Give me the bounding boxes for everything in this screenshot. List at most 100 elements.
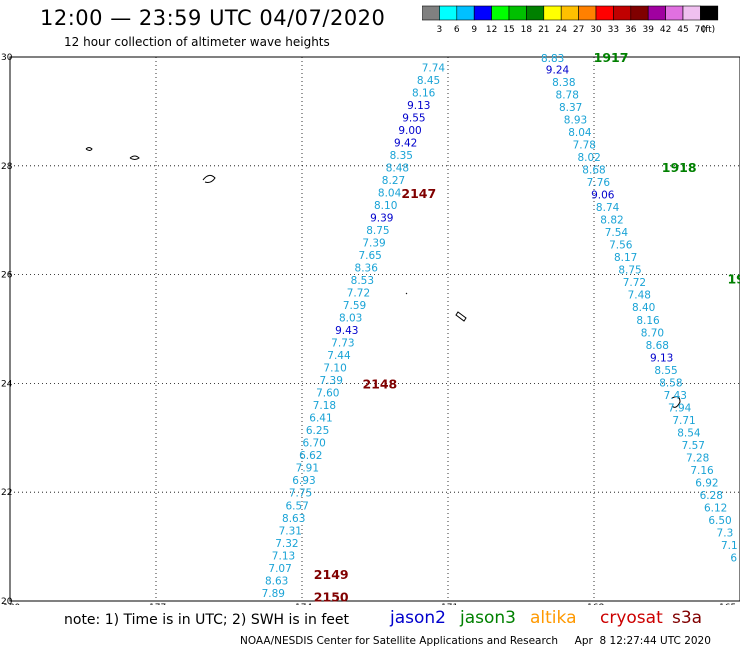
wave-height-label: 7.89 — [262, 588, 285, 600]
colorbar-tick-label: 24 — [555, 25, 567, 35]
wave-height-label: 7.28 — [686, 452, 709, 464]
colorbar-tick-label: 15 — [503, 25, 514, 35]
colorbar-tick-label: 33 — [608, 25, 619, 35]
colorbar-unit: (ft) — [702, 25, 716, 35]
wave-height-label: 8.83 — [541, 53, 564, 65]
satellite-label-jason3: jason3 — [460, 608, 516, 628]
wave-height-label: 8.93 — [564, 115, 587, 127]
satellite-label-cryosat: cryosat — [600, 608, 663, 628]
wave-height-map: -180 -177 -174 -171 -168 -165 20 22 24 26 28 30 7.74… — [0, 50, 740, 605]
wave-height-label: 9.06 — [591, 190, 615, 202]
wave-height-label: 8.17 — [614, 252, 637, 264]
wave-height-label: 7.65 — [358, 250, 381, 262]
wave-height-label: 8.02 — [577, 152, 600, 164]
colorbar-tick-label: 6 — [454, 25, 460, 35]
wave-height-label: 6.93 — [292, 475, 315, 487]
colorbar-tick-label: 30 — [590, 25, 602, 35]
wave-height-label: 7.39 — [320, 375, 343, 387]
wave-height-label: 7.71 — [672, 415, 695, 427]
x-tick-label: -180 — [0, 603, 20, 605]
island-outline — [455, 311, 467, 322]
wave-height-label: 7.78 — [573, 140, 596, 152]
y-tick-label: 20 — [1, 597, 13, 605]
pass-time-label: 2147 — [401, 186, 436, 201]
wave-height-label: 6.92 — [695, 477, 718, 489]
wave-height-label: 7.3 — [717, 527, 734, 539]
wave-height-label: 6.50 — [708, 515, 731, 527]
wave-height-label: 7.48 — [628, 290, 651, 302]
wave-height-label: 7.72 — [623, 277, 646, 289]
pass-time-label: 2150 — [314, 590, 349, 605]
credit-line: NOAA/NESDIS Center for Satellite Applica… — [240, 635, 711, 647]
wave-height-label: 9.55 — [402, 112, 425, 124]
island-outline — [85, 147, 93, 151]
wave-height-label: 7.75 — [289, 488, 312, 500]
chart-title: 12:00 — 23:59 UTC 04/07/2020 — [40, 6, 386, 30]
wave-height-label: 8.27 — [382, 175, 405, 187]
colorbar-tick-label: 18 — [521, 25, 533, 35]
colorbar-tick-label: 42 — [660, 25, 671, 35]
wave-height-label: 7.10 — [323, 363, 346, 375]
footer-note: note: 1) Time is in UTC; 2) SWH is in fe… — [64, 612, 350, 628]
colorbar-swatch — [700, 5, 719, 21]
x-tick-label: -177 — [146, 603, 166, 605]
wave-height-label: 8.36 — [355, 263, 379, 275]
colorbar-tick-label: 12 — [486, 25, 497, 35]
y-tick-label: 30 — [1, 53, 13, 63]
wave-height-label: 7.60 — [316, 388, 339, 400]
wave-height-label: 6.70 — [302, 438, 325, 450]
island-outline — [405, 292, 408, 295]
island-outline — [202, 174, 216, 183]
wave-height-label: 9.43 — [335, 325, 358, 337]
wave-height-label: 8.04 — [568, 127, 592, 139]
wave-height-label: 8.82 — [600, 215, 623, 227]
wave-height-label: 7.74 — [422, 62, 446, 74]
wave-height-label: 6.62 — [299, 450, 322, 462]
colorbar-tick-label: 45 — [677, 25, 688, 35]
wave-height-label: 9.42 — [394, 137, 417, 149]
pass-time-label: 1919 — [727, 271, 740, 286]
wave-height-label: 8.38 — [552, 77, 575, 89]
island-outline — [129, 155, 140, 160]
wave-height-label: 7.56 — [609, 240, 633, 252]
wave-height-label: 8.78 — [556, 90, 579, 102]
colorbar-tick-label: 21 — [538, 25, 549, 35]
wave-height-label: 8.48 — [386, 162, 409, 174]
wave-height-label: 7.13 — [272, 550, 295, 562]
wave-height-label: 6.12 — [704, 502, 727, 514]
wave-height-label: 7.73 — [331, 338, 354, 350]
island-outline — [671, 396, 681, 408]
colorbar-tick-label: 27 — [573, 25, 584, 35]
wave-height-label: 8.63 — [265, 575, 288, 587]
wave-height-label: 7.94 — [668, 402, 692, 414]
wave-height-label: 9.13 — [407, 100, 430, 112]
pass-time-label: 1917 — [594, 50, 629, 65]
wave-height-label: 7.76 — [587, 177, 611, 189]
pass-time-label: 2148 — [362, 376, 397, 391]
wave-height-label: 8.03 — [339, 313, 362, 325]
wave-height-label: 7.31 — [279, 525, 302, 537]
wave-height-label: 6.57 — [285, 500, 308, 512]
wave-height-label: 8.68 — [582, 165, 605, 177]
wave-height-label: 8.75 — [366, 225, 389, 237]
y-tick-label: 28 — [1, 162, 13, 172]
wave-height-label: 8.58 — [659, 377, 682, 389]
wave-height-label: 7.72 — [347, 288, 370, 300]
chart-subtitle: 12 hour collection of altimeter wave hei… — [64, 35, 330, 49]
satellite-label-s3a: s3a — [672, 608, 703, 628]
colorbar-tick-label: 9 — [471, 25, 477, 35]
wave-height-label: 6 — [730, 552, 737, 564]
wave-height-label: 8.16 — [636, 315, 660, 327]
wave-height-label: 7.32 — [275, 538, 298, 550]
wave-height-label: 7.91 — [296, 463, 319, 475]
x-tick-label: -168 — [584, 603, 605, 605]
y-tick-label: 24 — [1, 379, 13, 389]
wave-height-label: 7.16 — [690, 465, 714, 477]
wave-height-label: 8.54 — [677, 427, 701, 439]
wave-height-label: 6.28 — [700, 490, 723, 502]
wave-height-label: 8.68 — [646, 340, 669, 352]
wave-height-label: 8.63 — [282, 513, 305, 525]
x-tick-label: -174 — [292, 603, 313, 605]
wave-height-label: 8.40 — [632, 302, 655, 314]
wave-height-label: 8.10 — [374, 200, 397, 212]
